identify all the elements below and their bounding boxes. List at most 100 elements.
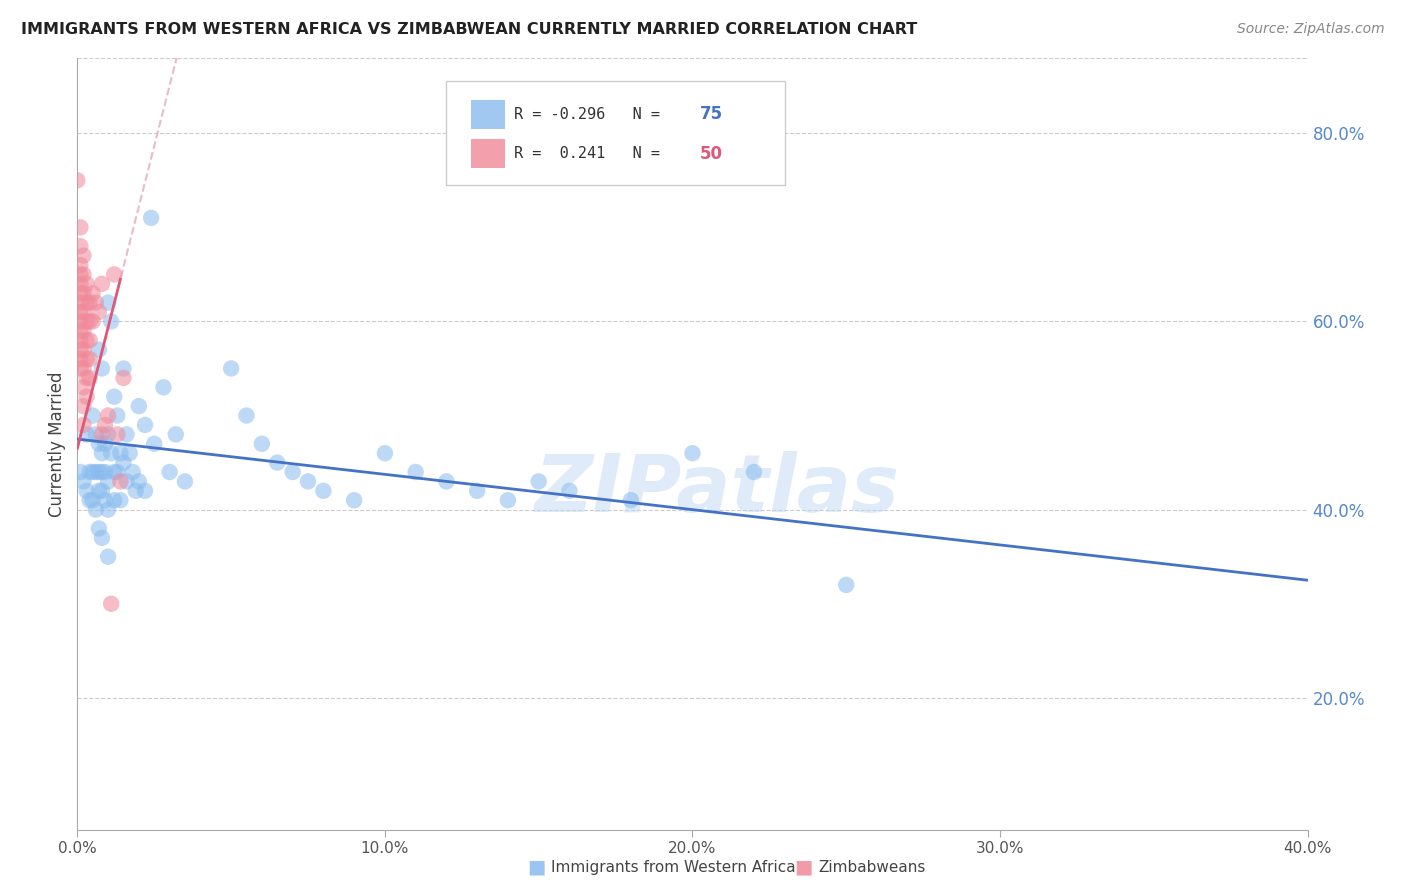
Point (405, 465, 427, 479)
Point (79, 295, 101, 310)
Point (72, 249, 94, 263)
Point (87, 343, 110, 357)
Point (69, 324, 91, 338)
Point (72, 380, 94, 394)
Point (72, 475, 94, 489)
Point (266, 456, 288, 470)
Point (103, 493, 125, 508)
Point (69, 465, 91, 479)
Text: 50: 50 (700, 145, 723, 162)
Point (97, 549, 120, 564)
Point (496, 493, 519, 508)
Point (112, 371, 135, 385)
Text: Source: ZipAtlas.com: Source: ZipAtlas.com (1237, 22, 1385, 37)
Point (100, 446, 122, 460)
Point (165, 427, 187, 442)
FancyBboxPatch shape (471, 139, 506, 169)
Point (115, 475, 138, 489)
Point (94, 436, 117, 450)
Point (69, 343, 91, 357)
Point (103, 390, 125, 404)
Point (79, 371, 101, 385)
Point (141, 211, 163, 225)
Point (76, 483, 98, 498)
Point (110, 493, 132, 508)
Point (69, 239, 91, 253)
Point (436, 475, 458, 489)
Point (90, 427, 114, 442)
Point (87, 521, 110, 535)
Point (87, 436, 110, 450)
Point (250, 436, 273, 450)
Point (112, 456, 135, 470)
Point (90, 531, 114, 545)
Point (79, 333, 101, 347)
Point (82, 286, 104, 301)
Point (72, 268, 94, 282)
Point (90, 446, 114, 460)
Point (465, 483, 488, 498)
Point (82, 493, 104, 508)
Point (297, 475, 319, 489)
Point (527, 475, 550, 489)
Point (69, 305, 91, 319)
Point (125, 483, 148, 498)
Point (79, 314, 101, 328)
Text: R =  0.241   N =: R = 0.241 N = (515, 146, 669, 161)
Point (72, 399, 94, 413)
Point (69, 333, 91, 347)
Point (69, 268, 91, 282)
Point (94, 493, 117, 508)
Point (97, 475, 120, 489)
Point (115, 427, 138, 442)
Point (312, 483, 335, 498)
Point (69, 352, 91, 367)
Point (76, 352, 98, 367)
Point (235, 409, 257, 423)
Point (76, 314, 98, 328)
Point (69, 314, 91, 328)
Point (84, 502, 107, 516)
Point (100, 597, 122, 611)
Point (143, 436, 166, 450)
Point (76, 277, 98, 291)
Point (84, 295, 107, 310)
Point (84, 427, 107, 442)
Point (72, 343, 94, 357)
Point (79, 465, 101, 479)
Point (742, 465, 765, 479)
Point (76, 427, 98, 442)
Point (69, 258, 91, 272)
Point (97, 295, 120, 310)
Point (79, 493, 101, 508)
Text: ZIPatlas: ZIPatlas (534, 451, 900, 529)
Point (90, 465, 114, 479)
Point (72, 286, 94, 301)
Point (128, 399, 150, 413)
Point (94, 465, 117, 479)
Point (76, 390, 98, 404)
Point (105, 409, 128, 423)
Text: IMMIGRANTS FROM WESTERN AFRICA VS ZIMBABWEAN CURRENTLY MARRIED CORRELATION CHART: IMMIGRANTS FROM WESTERN AFRICA VS ZIMBAB… (21, 22, 917, 37)
Text: ■: ■ (527, 857, 546, 877)
Point (105, 427, 128, 442)
Point (66, 173, 89, 187)
Y-axis label: Currently Married: Currently Married (48, 371, 66, 516)
Point (105, 465, 128, 479)
Point (152, 380, 174, 394)
Point (103, 268, 125, 282)
Point (110, 446, 132, 460)
Point (118, 446, 141, 460)
Point (87, 465, 110, 479)
Point (82, 465, 104, 479)
Point (835, 578, 858, 592)
Text: R = -0.296   N =: R = -0.296 N = (515, 107, 669, 122)
Point (76, 295, 98, 310)
Point (87, 305, 110, 319)
Point (281, 465, 304, 479)
Text: Zimbabweans: Zimbabweans (818, 860, 925, 874)
Point (103, 465, 125, 479)
Text: 75: 75 (700, 105, 723, 123)
Point (620, 493, 643, 508)
Text: Immigrants from Western Africa: Immigrants from Western Africa (551, 860, 796, 874)
